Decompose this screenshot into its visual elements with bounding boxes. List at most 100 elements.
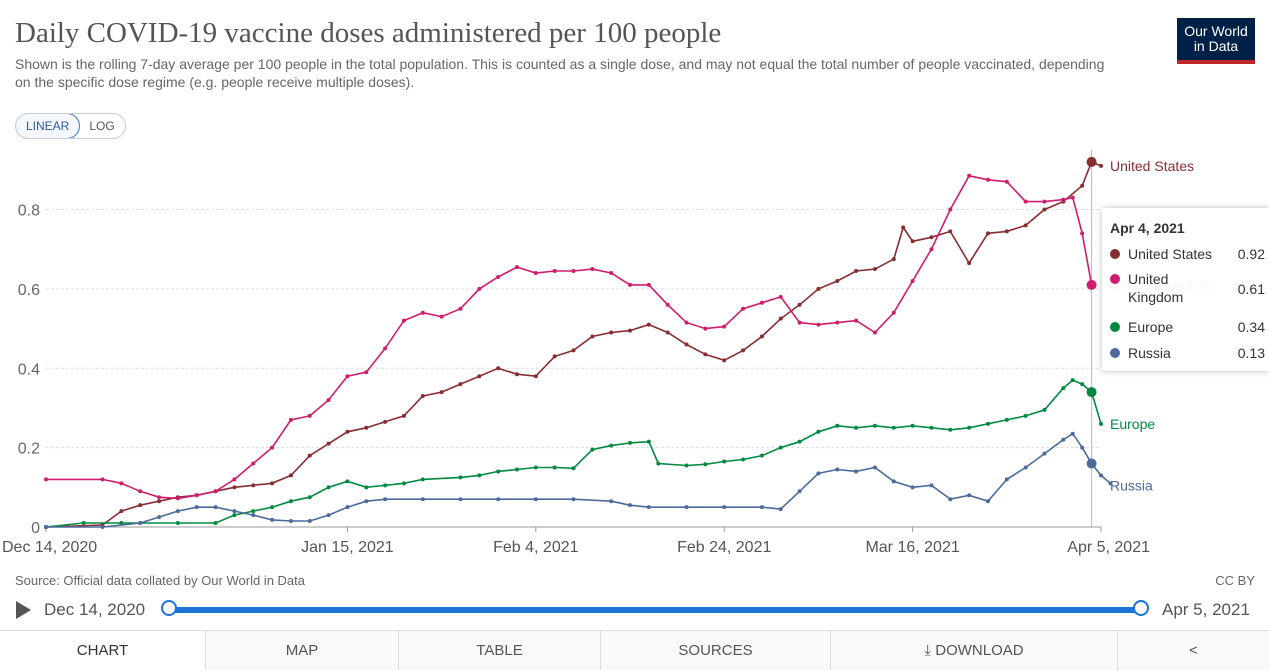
tooltip-row: Russia 0.13 bbox=[1110, 344, 1265, 362]
data-point bbox=[609, 499, 614, 504]
tab-sources[interactable]: SOURCES bbox=[600, 631, 830, 670]
data-point bbox=[514, 372, 519, 377]
data-point bbox=[420, 310, 425, 315]
linear-scale-button[interactable]: LINEAR bbox=[15, 114, 81, 138]
timeline-track[interactable] bbox=[168, 607, 1141, 613]
data-point bbox=[590, 447, 595, 452]
owid-logo[interactable]: Our World in Data bbox=[1177, 18, 1255, 64]
data-point bbox=[816, 286, 821, 291]
y-tick-label: 0.6 bbox=[18, 282, 40, 299]
data-point bbox=[910, 239, 915, 244]
timeline-end-handle[interactable] bbox=[1133, 600, 1149, 616]
license-label[interactable]: CC BY bbox=[1215, 573, 1255, 588]
data-point bbox=[307, 413, 312, 418]
download-icon: ⤓ bbox=[924, 642, 936, 659]
data-point bbox=[891, 257, 896, 262]
data-point bbox=[901, 225, 906, 230]
data-point bbox=[1042, 451, 1047, 456]
data-point bbox=[722, 505, 727, 510]
data-point bbox=[458, 306, 463, 311]
data-point bbox=[872, 267, 877, 272]
data-point bbox=[759, 334, 764, 339]
data-point bbox=[1061, 386, 1066, 391]
series-line bbox=[46, 432, 1111, 528]
data-point bbox=[496, 366, 501, 371]
data-point bbox=[985, 177, 990, 182]
data-point bbox=[590, 267, 595, 272]
tab-map[interactable]: MAP bbox=[205, 631, 398, 670]
chart-title: Daily COVID-19 vaccine doses administere… bbox=[15, 17, 722, 49]
source-note[interactable]: Source: Official data collated by Our Wo… bbox=[15, 573, 305, 588]
tooltip-series-name: Russia bbox=[1128, 345, 1171, 361]
data-point bbox=[854, 425, 859, 430]
tab-chart[interactable]: CHART bbox=[0, 631, 205, 670]
data-point bbox=[307, 453, 312, 458]
data-point bbox=[1070, 378, 1075, 383]
data-point bbox=[44, 525, 48, 529]
data-point bbox=[458, 475, 463, 480]
data-point bbox=[232, 509, 237, 514]
y-tick-label: 0.4 bbox=[18, 361, 40, 378]
data-point bbox=[1070, 195, 1075, 200]
data-point bbox=[835, 278, 840, 283]
tab-download[interactable]: ⤓ DOWNLOAD bbox=[830, 631, 1117, 670]
play-icon[interactable] bbox=[16, 601, 31, 619]
data-point bbox=[985, 231, 990, 236]
data-point bbox=[81, 521, 86, 526]
tooltip-series-name: United Kingdom bbox=[1128, 271, 1184, 305]
data-point bbox=[232, 477, 237, 482]
data-point bbox=[1004, 229, 1009, 234]
data-point bbox=[656, 461, 661, 466]
data-point bbox=[571, 269, 576, 274]
data-point bbox=[967, 261, 972, 266]
data-point bbox=[175, 521, 180, 526]
tooltip-series-value: 0.13 bbox=[1237, 345, 1265, 361]
log-scale-button[interactable]: LOG bbox=[89, 119, 115, 133]
data-point bbox=[307, 495, 312, 500]
data-point bbox=[835, 467, 840, 472]
data-point bbox=[533, 374, 538, 379]
data-point bbox=[345, 429, 350, 434]
share-button[interactable]: < bbox=[1117, 631, 1269, 670]
timeline-start-handle[interactable] bbox=[161, 600, 177, 616]
data-point bbox=[288, 499, 293, 504]
data-point bbox=[326, 398, 331, 403]
data-point bbox=[157, 495, 162, 500]
data-point bbox=[1099, 473, 1103, 478]
data-point bbox=[609, 271, 614, 276]
x-tick-label: Dec 14, 2020 bbox=[2, 539, 97, 556]
tab-table[interactable]: TABLE bbox=[398, 631, 600, 670]
series-end-label: Europe bbox=[1110, 416, 1155, 432]
data-point bbox=[1023, 465, 1028, 470]
timeline-start-label: Dec 14, 2020 bbox=[44, 600, 146, 619]
highlight-point bbox=[1086, 156, 1097, 167]
data-point bbox=[778, 507, 783, 512]
data-point bbox=[722, 459, 727, 464]
data-point bbox=[345, 479, 350, 484]
tooltip-row: Europe 0.34 bbox=[1110, 318, 1265, 336]
data-point bbox=[213, 521, 218, 526]
data-point bbox=[1061, 437, 1066, 442]
data-point bbox=[571, 466, 576, 471]
data-point bbox=[270, 445, 275, 450]
data-point bbox=[571, 497, 576, 502]
data-point bbox=[590, 334, 595, 339]
data-point bbox=[175, 509, 180, 514]
data-point bbox=[646, 439, 651, 444]
series-color-dot bbox=[1110, 348, 1120, 358]
series-color-dot bbox=[1110, 249, 1120, 259]
download-label: DOWNLOAD bbox=[935, 642, 1024, 659]
tooltip-series-name: United States bbox=[1128, 246, 1213, 262]
x-tick-label: Feb 24, 2021 bbox=[677, 539, 771, 556]
data-point bbox=[364, 370, 369, 375]
data-point bbox=[420, 394, 425, 399]
highlight-point bbox=[1086, 279, 1097, 290]
tab-bar: CHART MAP TABLE SOURCES ⤓ DOWNLOAD < bbox=[0, 630, 1269, 670]
data-point bbox=[458, 382, 463, 387]
data-point bbox=[477, 374, 482, 379]
data-point bbox=[703, 352, 708, 357]
data-point bbox=[967, 493, 972, 498]
data-point bbox=[628, 328, 633, 333]
data-point bbox=[119, 481, 124, 486]
data-point bbox=[1042, 407, 1047, 412]
